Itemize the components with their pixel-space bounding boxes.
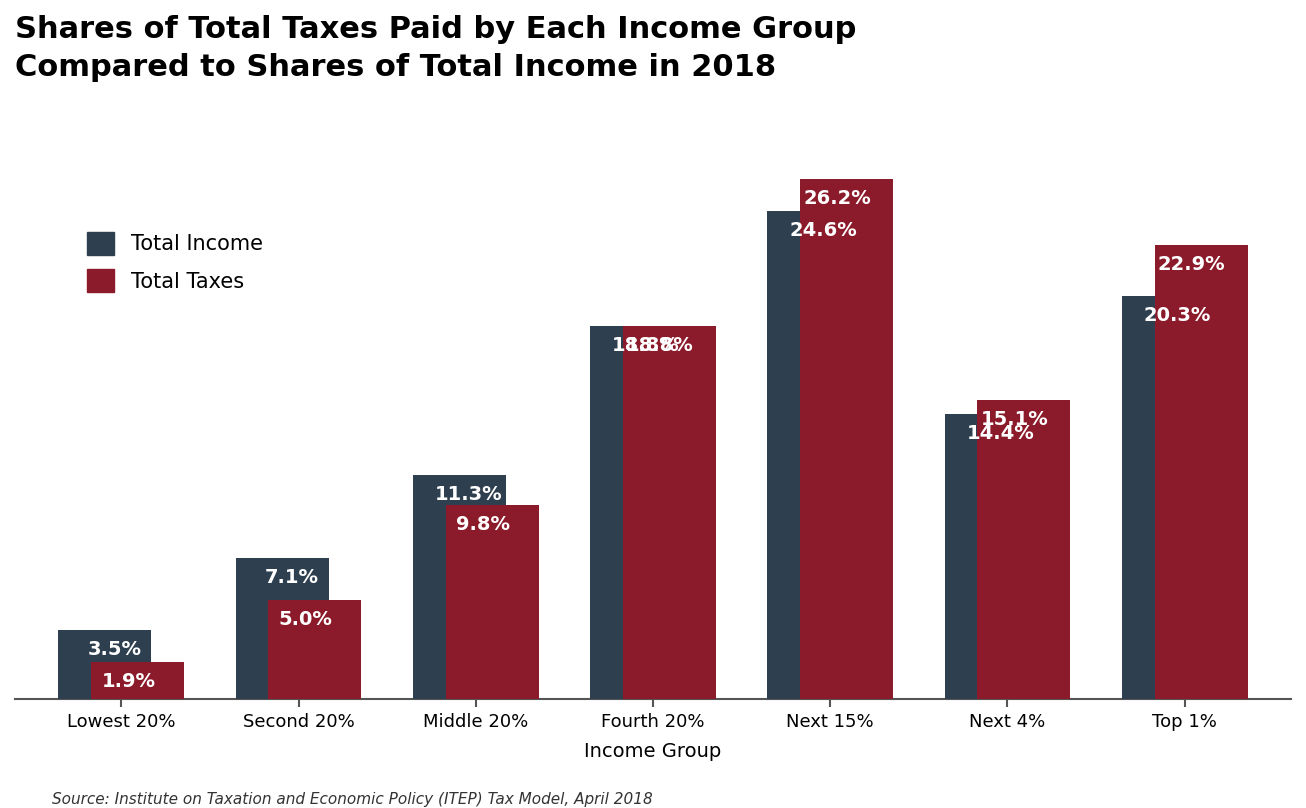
Text: 3.5%: 3.5%: [88, 640, 141, 659]
Text: 11.3%: 11.3%: [435, 485, 503, 504]
Bar: [269, 600, 343, 700]
Bar: [255, 558, 329, 700]
Bar: [944, 414, 1019, 700]
Text: 22.9%: 22.9%: [1158, 255, 1225, 274]
Text: 15.1%: 15.1%: [981, 410, 1049, 428]
Bar: [1122, 297, 1196, 700]
Bar: [641, 326, 716, 700]
Bar: [1140, 297, 1215, 700]
Text: 14.4%: 14.4%: [966, 423, 1034, 443]
Bar: [996, 400, 1071, 700]
Text: 9.8%: 9.8%: [456, 515, 509, 534]
Bar: [445, 505, 520, 700]
Bar: [786, 211, 861, 700]
Bar: [91, 662, 166, 700]
Bar: [110, 662, 184, 700]
Bar: [431, 475, 505, 700]
Text: 18.8%: 18.8%: [626, 336, 693, 356]
Bar: [623, 326, 697, 700]
Bar: [59, 630, 133, 700]
Bar: [768, 211, 842, 700]
Bar: [464, 505, 538, 700]
Text: 24.6%: 24.6%: [789, 221, 857, 240]
Bar: [287, 600, 362, 700]
Text: 18.8%: 18.8%: [613, 336, 680, 356]
Bar: [1155, 245, 1229, 700]
Bar: [963, 414, 1037, 700]
Bar: [590, 326, 665, 700]
Text: 26.2%: 26.2%: [803, 189, 871, 208]
Bar: [819, 179, 893, 700]
Bar: [413, 475, 487, 700]
Bar: [609, 326, 683, 700]
Text: 7.1%: 7.1%: [265, 568, 319, 587]
Legend: Total Income, Total Taxes: Total Income, Total Taxes: [77, 221, 273, 302]
Text: Shares of Total Taxes Paid by Each Income Group
Compared to Shares of Total Inco: Shares of Total Taxes Paid by Each Incom…: [14, 15, 857, 82]
Bar: [1173, 245, 1247, 700]
Bar: [801, 179, 875, 700]
X-axis label: Income Group: Income Group: [584, 742, 722, 760]
Text: 1.9%: 1.9%: [102, 671, 155, 691]
Text: 20.3%: 20.3%: [1144, 306, 1211, 326]
Bar: [977, 400, 1051, 700]
Bar: [235, 558, 310, 700]
Bar: [77, 630, 151, 700]
Text: Source: Institute on Taxation and Economic Policy (ITEP) Tax Model, April 2018: Source: Institute on Taxation and Econom…: [52, 792, 653, 807]
Text: 5.0%: 5.0%: [278, 610, 333, 629]
